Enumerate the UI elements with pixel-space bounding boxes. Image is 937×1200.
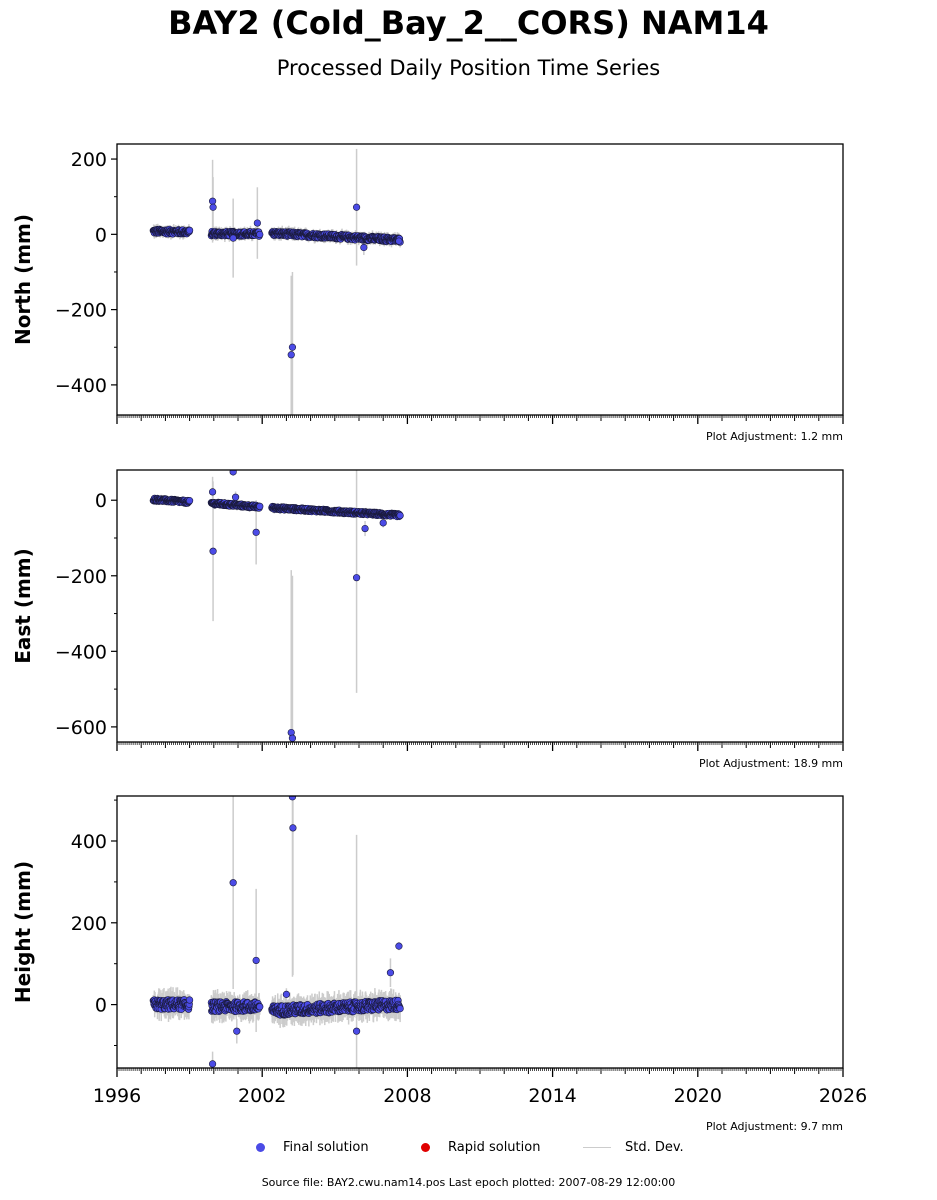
data-point (361, 524, 369, 533)
x-tick-label: 1996 (93, 1085, 141, 1107)
data-point (229, 470, 237, 476)
y-tick-label: −200 (55, 566, 107, 588)
data-point (229, 879, 237, 887)
data-point (252, 528, 260, 536)
plot-area (149, 470, 404, 742)
x-tick-label: 2026 (819, 1085, 867, 1107)
legend-final-label: Final solution (283, 1139, 369, 1155)
data-point (395, 942, 403, 950)
legend-rapid-label: Rapid solution (448, 1139, 541, 1155)
plot-area (149, 148, 404, 415)
x-tick-label: 2002 (238, 1085, 286, 1107)
data-point (360, 243, 368, 252)
data-point (352, 574, 361, 582)
data-point (288, 734, 297, 742)
legend-std: Std. Dev. (583, 1136, 684, 1158)
x-tick-label: 2020 (674, 1085, 722, 1107)
chart-title: BAY2 (Cold_Bay_2__CORS) NAM14 (168, 4, 769, 42)
legend: Final solution Rapid solution Std. Dev. (0, 1136, 937, 1160)
y-tick-label: −400 (55, 641, 107, 663)
axes-frame (116, 469, 844, 743)
panel-2: 0 −200 −400 −600 East (mm) Plot Adjustment: 1… (11, 469, 844, 770)
data-point (229, 234, 237, 242)
data-point (287, 351, 295, 359)
data-point (379, 519, 387, 527)
data-point (386, 969, 395, 977)
plot-area (149, 796, 404, 1068)
data-point (352, 1027, 361, 1035)
data-point (256, 230, 264, 239)
panel-1: 200 0 −200 −400 North (mm) Plot Adjustment: 1… (11, 143, 844, 443)
data-point (288, 796, 297, 801)
y-tick-label: −600 (55, 717, 107, 739)
legend-rapid: Rapid solution (421, 1136, 540, 1158)
data-point (256, 502, 264, 510)
data-point (253, 219, 261, 227)
data-point (208, 1060, 217, 1068)
data-point (209, 203, 217, 211)
source-file-note: Source file: BAY2.cwu.nam14.pos Last epo… (261, 1176, 676, 1189)
final-solution-marker-icon (256, 1142, 265, 1152)
data-point (209, 547, 217, 555)
y-tick-label: 0 (95, 995, 107, 1017)
data-point (233, 1027, 241, 1035)
y-axis-label: East (mm) (11, 548, 35, 664)
plot-adjustment-note: Plot Adjustment: 1.2 mm (706, 430, 843, 443)
plot-adjustment-note: Plot Adjustment: 18.9 mm (699, 757, 843, 770)
x-tick-label: 2014 (528, 1085, 576, 1107)
plot-adjustment-note: Plot Adjustment: 9.7 mm (706, 1120, 843, 1133)
data-point (208, 197, 217, 205)
std-dev-line-icon (583, 1146, 611, 1148)
y-tick-label: −400 (55, 375, 107, 397)
y-tick-label: 400 (71, 831, 107, 853)
y-tick-label: 200 (71, 913, 107, 935)
y-tick-label: −200 (55, 300, 107, 322)
y-tick-label: 0 (95, 490, 107, 512)
panel-3: 400 200 0 1996 2002 2008 2014 2020 2026 Height (m… (11, 795, 867, 1133)
data-point (186, 996, 194, 1004)
legend-std-label: Std. Dev. (625, 1139, 684, 1155)
data-point (288, 343, 297, 351)
data-point (396, 511, 404, 520)
data-point (186, 226, 194, 234)
data-point (252, 956, 260, 965)
chart-subtitle: Processed Daily Position Time Series (276, 56, 661, 80)
x-tick-label: 2008 (383, 1085, 431, 1107)
data-point (395, 237, 403, 245)
data-point (256, 1003, 264, 1011)
data-point (289, 824, 297, 832)
data-point (231, 493, 240, 501)
y-tick-label: 0 (95, 224, 107, 246)
axes-frame (116, 143, 844, 416)
legend-final: Final solution (256, 1136, 369, 1158)
rapid-solution-marker-icon (421, 1142, 430, 1152)
axes-frame (116, 795, 844, 1069)
data-point (352, 203, 361, 211)
data-point (396, 1005, 404, 1013)
data-point (208, 488, 217, 496)
y-axis-label: Height (mm) (11, 861, 35, 1003)
y-tick-label: 200 (71, 149, 107, 171)
data-point (186, 497, 194, 505)
data-point (282, 990, 291, 998)
y-axis-label: North (mm) (11, 214, 35, 345)
